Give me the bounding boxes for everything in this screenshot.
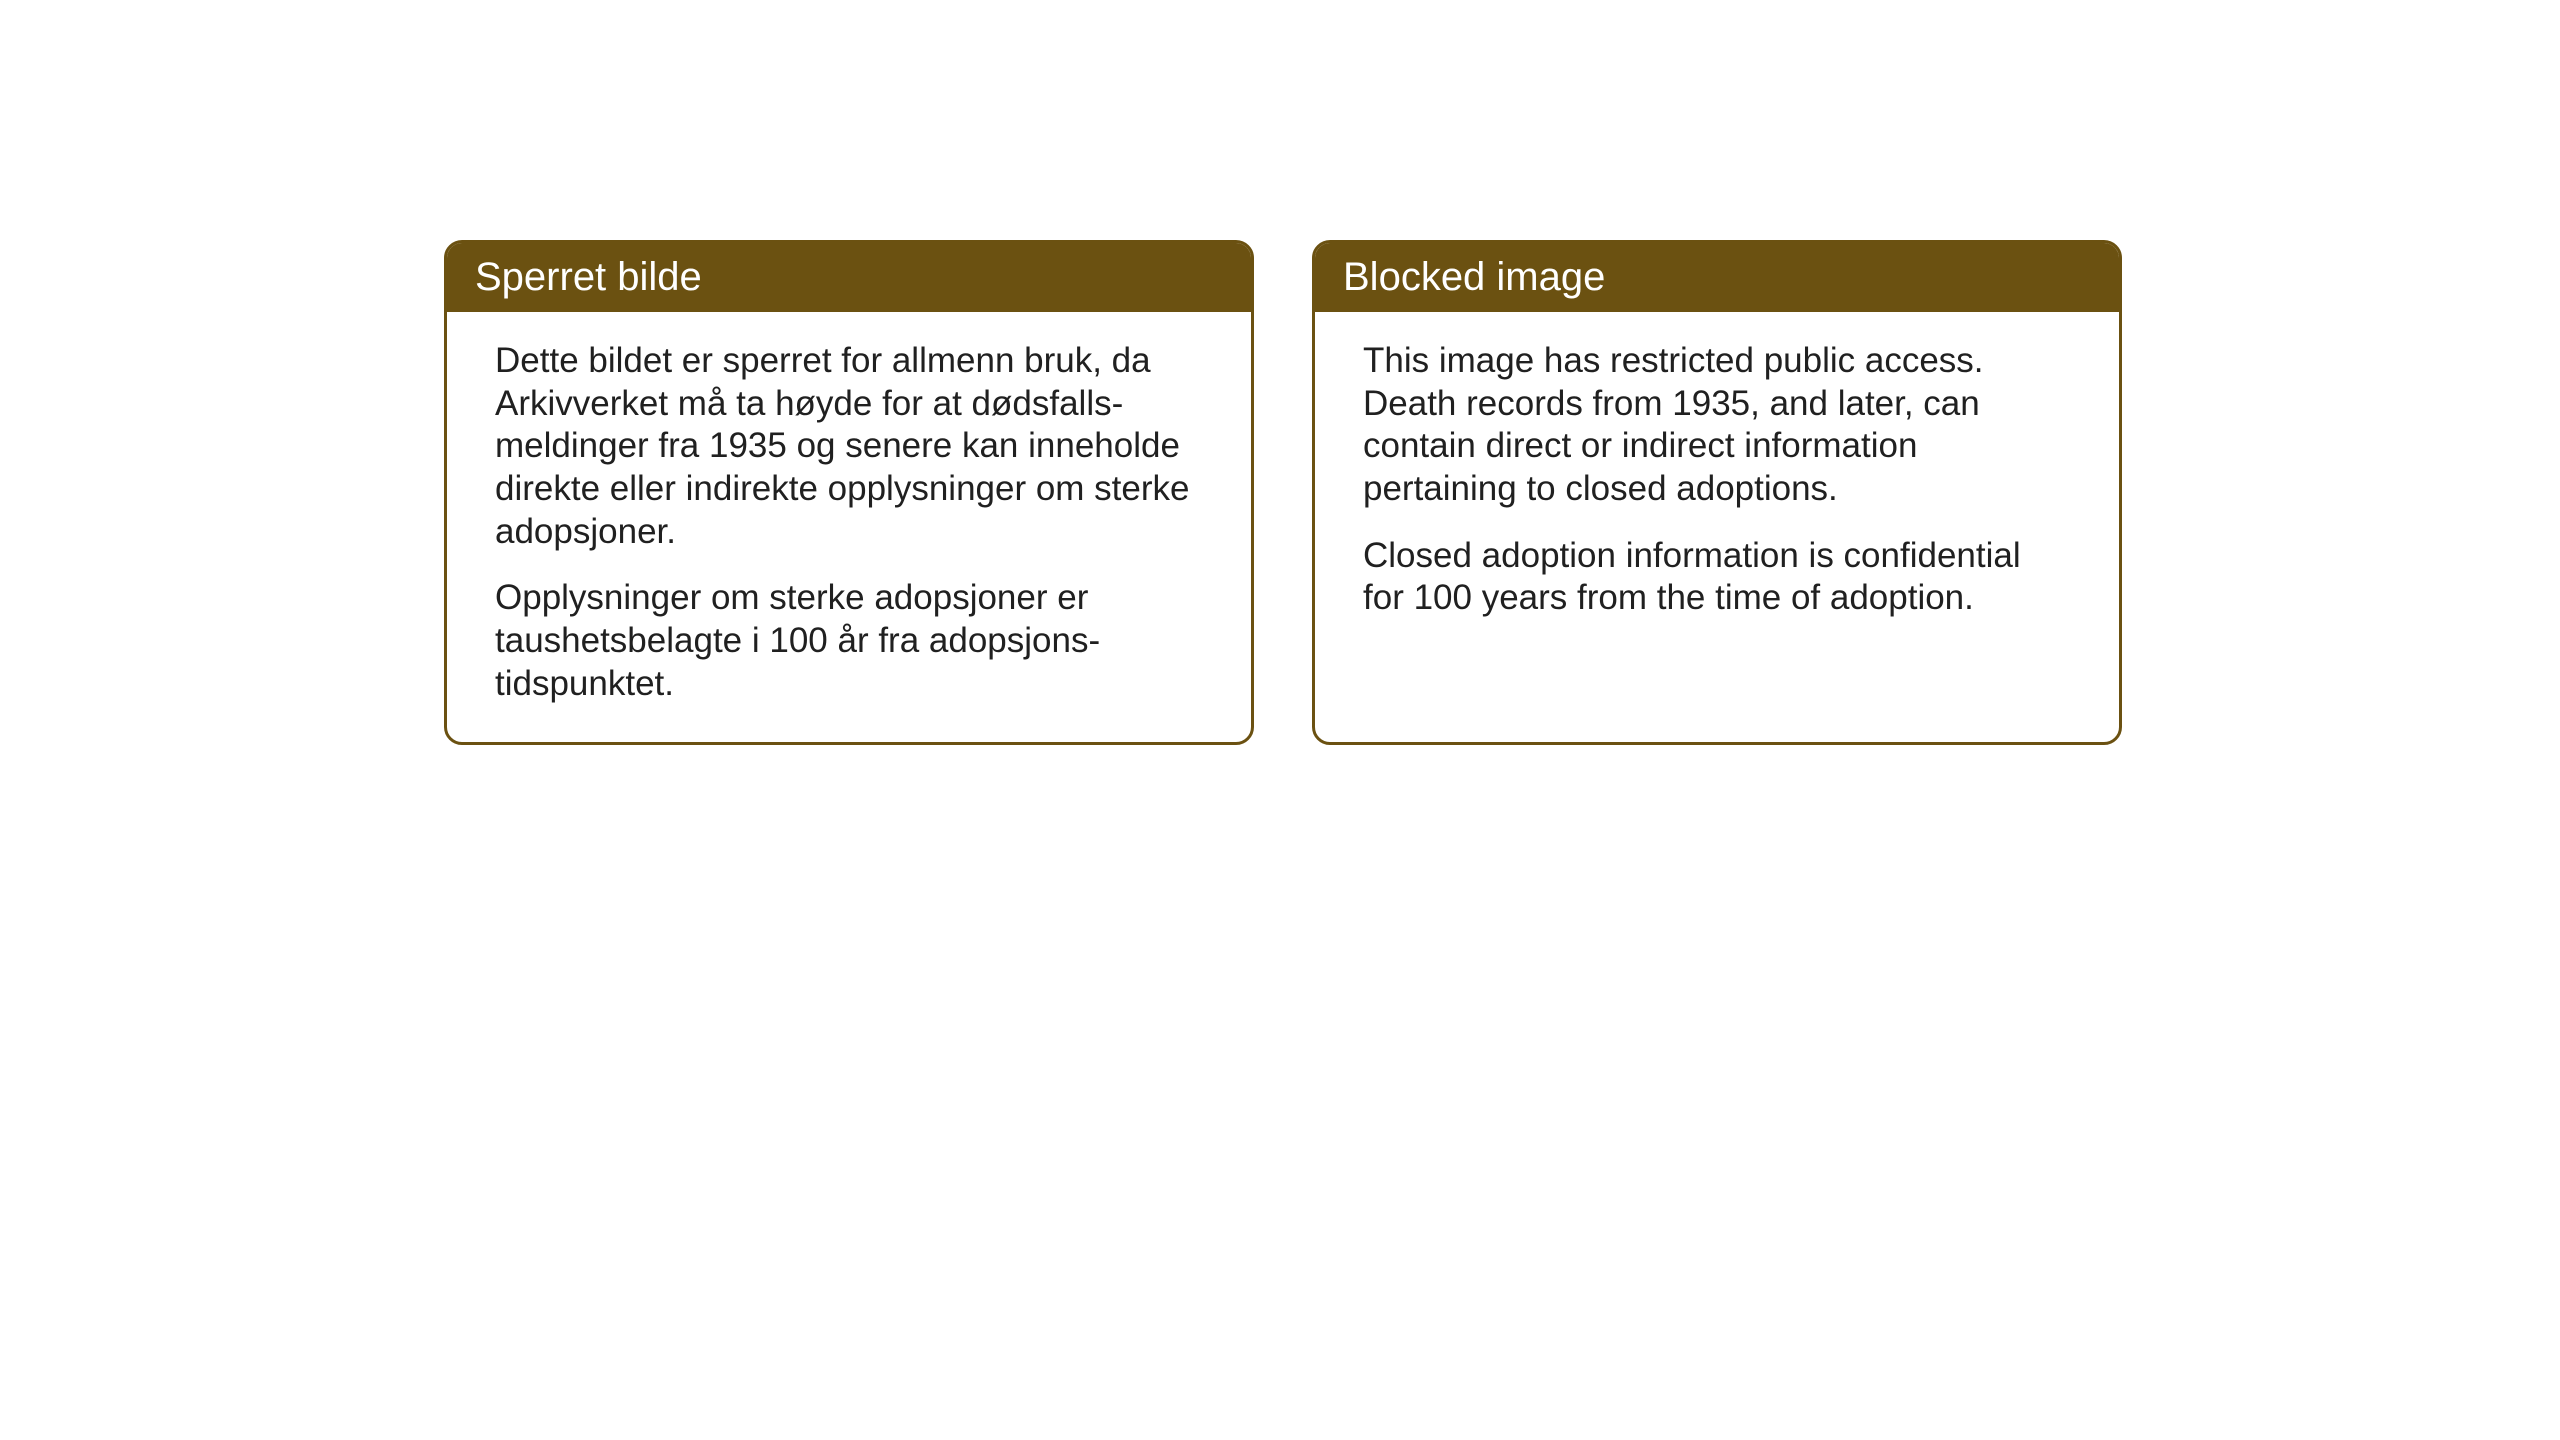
card-body-english: This image has restricted public access.…	[1315, 312, 2119, 656]
card-title-norwegian: Sperret bilde	[475, 255, 702, 299]
card-paragraph-english-1: This image has restricted public access.…	[1363, 340, 2071, 511]
card-header-english: Blocked image	[1315, 243, 2119, 312]
notice-card-norwegian: Sperret bilde Dette bildet er sperret fo…	[444, 240, 1254, 745]
notice-cards-container: Sperret bilde Dette bildet er sperret fo…	[444, 240, 2122, 745]
notice-card-english: Blocked image This image has restricted …	[1312, 240, 2122, 745]
card-header-norwegian: Sperret bilde	[447, 243, 1251, 312]
card-paragraph-norwegian-1: Dette bildet er sperret for allmenn bruk…	[495, 340, 1203, 553]
card-paragraph-english-2: Closed adoption information is confident…	[1363, 535, 2071, 620]
card-paragraph-norwegian-2: Opplysninger om sterke adopsjoner er tau…	[495, 577, 1203, 705]
card-body-norwegian: Dette bildet er sperret for allmenn bruk…	[447, 312, 1251, 742]
card-title-english: Blocked image	[1343, 255, 1605, 299]
